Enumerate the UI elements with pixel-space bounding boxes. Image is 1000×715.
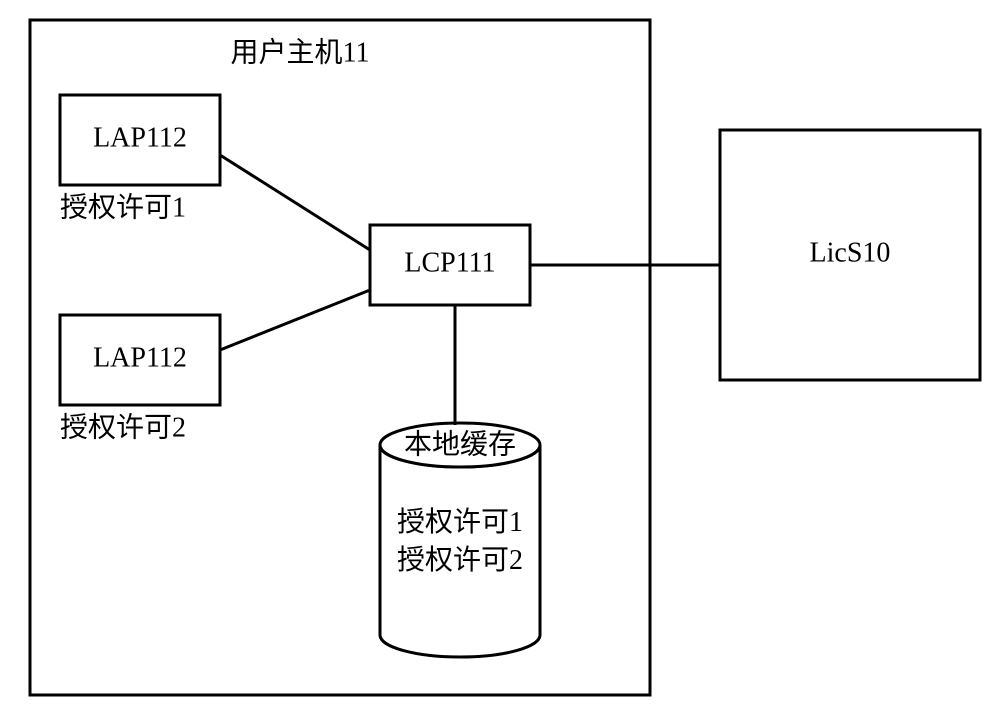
cache-line2: 授权许可2 <box>397 544 523 576</box>
lap2-caption: 授权许可2 <box>60 411 186 443</box>
lap1-label: LAP112 <box>93 122 187 153</box>
cache-line1: 授权许可1 <box>397 506 523 538</box>
lap2-label: LAP112 <box>93 342 187 373</box>
cache-top-label: 本地缓存 <box>404 428 516 460</box>
lics-label: LicS10 <box>810 237 891 268</box>
lcp-label: LCP111 <box>404 247 495 278</box>
host-title: 用户主机11 <box>231 36 370 68</box>
lap1-caption: 授权许可1 <box>60 191 186 223</box>
